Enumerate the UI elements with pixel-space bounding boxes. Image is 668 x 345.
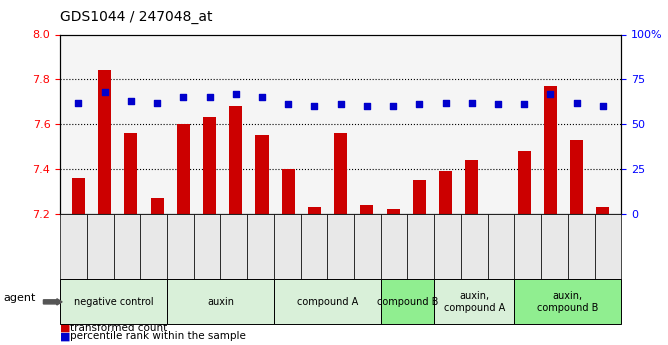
Bar bbox=[387, 209, 399, 345]
Point bbox=[335, 102, 346, 107]
Text: auxin: auxin bbox=[207, 297, 234, 307]
Text: GDS1044 / 247048_at: GDS1044 / 247048_at bbox=[60, 10, 212, 24]
Bar bbox=[72, 178, 85, 345]
Point bbox=[388, 104, 399, 109]
Point bbox=[283, 102, 293, 107]
Text: transformed count: transformed count bbox=[70, 323, 168, 333]
Point bbox=[414, 102, 425, 107]
Point bbox=[126, 98, 136, 104]
Bar bbox=[124, 133, 138, 345]
Point bbox=[466, 100, 477, 106]
Point bbox=[152, 100, 162, 106]
Point bbox=[204, 95, 215, 100]
Bar bbox=[597, 207, 609, 345]
Bar bbox=[544, 86, 557, 345]
Text: percentile rank within the sample: percentile rank within the sample bbox=[70, 332, 246, 341]
Text: agent: agent bbox=[3, 294, 35, 303]
Text: compound A: compound A bbox=[297, 297, 358, 307]
Text: ■: ■ bbox=[60, 332, 71, 341]
Text: auxin,
compound A: auxin, compound A bbox=[444, 291, 505, 313]
Bar bbox=[492, 214, 504, 345]
Bar bbox=[465, 160, 478, 345]
Bar bbox=[334, 133, 347, 345]
Bar bbox=[308, 207, 321, 345]
Point bbox=[519, 102, 530, 107]
Point bbox=[100, 89, 110, 95]
Text: ■: ■ bbox=[60, 323, 71, 333]
Bar bbox=[282, 169, 295, 345]
Bar bbox=[203, 118, 216, 345]
Bar bbox=[229, 106, 242, 345]
Point bbox=[545, 91, 556, 97]
Text: negative control: negative control bbox=[73, 297, 154, 307]
Bar bbox=[570, 140, 583, 345]
Point bbox=[361, 104, 372, 109]
Bar bbox=[255, 136, 269, 345]
Point bbox=[73, 100, 84, 106]
Point bbox=[571, 100, 582, 106]
Bar bbox=[439, 171, 452, 345]
Point bbox=[440, 100, 451, 106]
Point bbox=[178, 95, 188, 100]
Bar bbox=[177, 124, 190, 345]
Text: compound B: compound B bbox=[377, 297, 438, 307]
Point bbox=[230, 91, 241, 97]
Bar bbox=[413, 180, 426, 345]
Point bbox=[257, 95, 267, 100]
Point bbox=[598, 104, 609, 109]
Point bbox=[493, 102, 504, 107]
Bar bbox=[360, 205, 373, 345]
Bar bbox=[518, 151, 531, 345]
Text: auxin,
compound B: auxin, compound B bbox=[537, 291, 599, 313]
Bar bbox=[98, 70, 112, 345]
Point bbox=[309, 104, 320, 109]
Bar bbox=[150, 198, 164, 345]
